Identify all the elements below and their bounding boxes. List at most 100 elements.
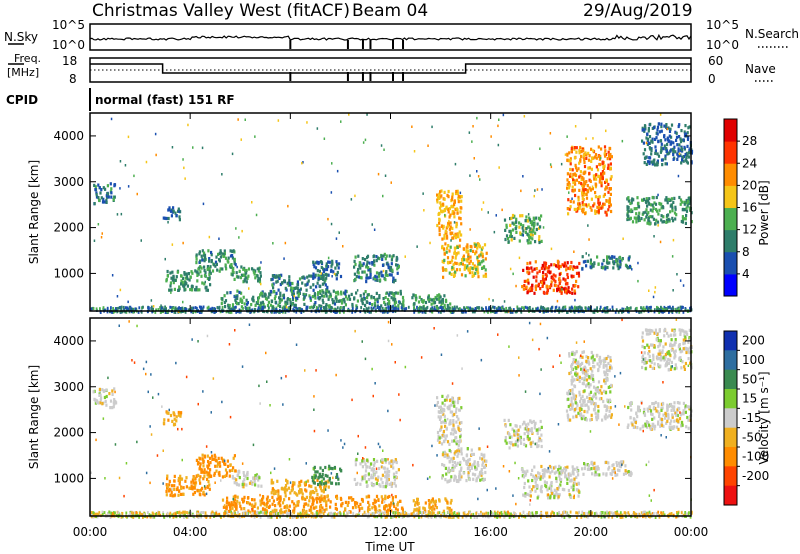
data-cell	[589, 265, 592, 269]
data-cell	[151, 310, 154, 314]
data-cell	[337, 482, 340, 486]
data-cell	[549, 496, 552, 500]
data-cell	[657, 193, 659, 197]
data-cell	[447, 189, 450, 194]
data-cell	[387, 266, 390, 270]
data-cell	[476, 170, 478, 173]
data-cell	[200, 266, 203, 270]
data-cell	[583, 416, 586, 420]
data-cell	[427, 499, 430, 503]
data-cell	[228, 501, 231, 505]
data-cell	[211, 269, 215, 273]
data-cell	[572, 274, 575, 278]
data-cell	[480, 306, 483, 310]
data-cell	[372, 484, 375, 488]
data-cell	[528, 267, 531, 271]
data-cell	[180, 477, 183, 481]
data-cell	[463, 264, 466, 268]
data-cell	[350, 496, 353, 500]
data-cell	[210, 250, 213, 255]
data-cell	[578, 148, 581, 153]
data-cell	[679, 202, 682, 206]
data-cell	[574, 305, 576, 309]
data-cell	[213, 263, 216, 267]
data-cell	[441, 308, 443, 312]
data-cell	[319, 274, 322, 278]
data-cell	[553, 466, 556, 470]
data-cell	[540, 425, 543, 429]
data-cell	[388, 482, 391, 486]
data-cell	[441, 394, 444, 398]
data-cell	[106, 184, 109, 188]
data-cell	[670, 148, 673, 152]
data-cell	[236, 289, 239, 293]
data-cell	[450, 205, 453, 209]
data-cell	[360, 263, 363, 267]
cpid-mode: normal (fast) 151 RF	[95, 93, 235, 107]
data-cell	[142, 305, 144, 309]
data-cell	[192, 146, 194, 149]
data-cell	[498, 166, 500, 169]
data-cell	[389, 266, 393, 270]
data-cell	[209, 283, 212, 287]
data-cell	[569, 290, 572, 295]
data-cell	[504, 436, 507, 440]
data-cell	[500, 306, 503, 310]
data-cell	[542, 306, 545, 309]
data-cell	[272, 481, 275, 485]
data-cell	[596, 389, 599, 394]
data-cell	[581, 175, 584, 180]
data-cell	[323, 268, 326, 272]
data-cell	[177, 413, 180, 417]
data-cell	[455, 268, 459, 272]
data-cell	[178, 482, 181, 486]
data-cell	[237, 275, 240, 279]
data-cell	[270, 278, 273, 282]
data-cell	[175, 275, 178, 279]
data-cell	[351, 307, 354, 311]
data-cell	[375, 481, 378, 486]
data-cell	[572, 178, 575, 182]
data-cell	[275, 291, 278, 295]
data-cell	[240, 138, 242, 141]
data-cell	[117, 306, 120, 310]
data-cell	[201, 249, 204, 253]
data-cell	[519, 222, 522, 226]
data-cell	[556, 299, 559, 303]
data-cell	[684, 217, 687, 221]
data-cell	[584, 203, 587, 207]
data-cell	[312, 262, 315, 266]
data-cell	[241, 482, 244, 486]
data-cell	[568, 354, 571, 358]
data-cell	[340, 120, 342, 123]
data-cell	[94, 188, 97, 192]
data-cell	[571, 361, 575, 365]
data-cell	[173, 287, 176, 291]
data-cell	[98, 389, 101, 393]
data-cell	[471, 271, 474, 275]
data-cell	[202, 202, 205, 206]
data-cell	[385, 510, 388, 514]
data-cell	[450, 457, 453, 461]
data-cell	[600, 174, 603, 178]
data-cell	[189, 275, 192, 279]
data-cell	[343, 297, 346, 301]
data-cell	[422, 300, 425, 304]
data-cell	[585, 252, 587, 255]
data-cell	[413, 307, 415, 310]
data-cell	[233, 498, 237, 502]
data-cell	[247, 509, 250, 513]
data-cell	[166, 477, 169, 481]
data-cell	[584, 151, 587, 155]
data-cell	[472, 273, 476, 277]
data-cell	[594, 211, 597, 215]
data-cell	[451, 463, 454, 467]
data-cell	[508, 441, 511, 445]
data-cell	[201, 453, 204, 457]
data-cell	[464, 308, 466, 312]
data-cell	[202, 464, 205, 468]
data-cell	[387, 297, 390, 302]
data-cell	[588, 186, 591, 190]
data-cell	[656, 163, 659, 167]
data-cell	[523, 306, 525, 310]
